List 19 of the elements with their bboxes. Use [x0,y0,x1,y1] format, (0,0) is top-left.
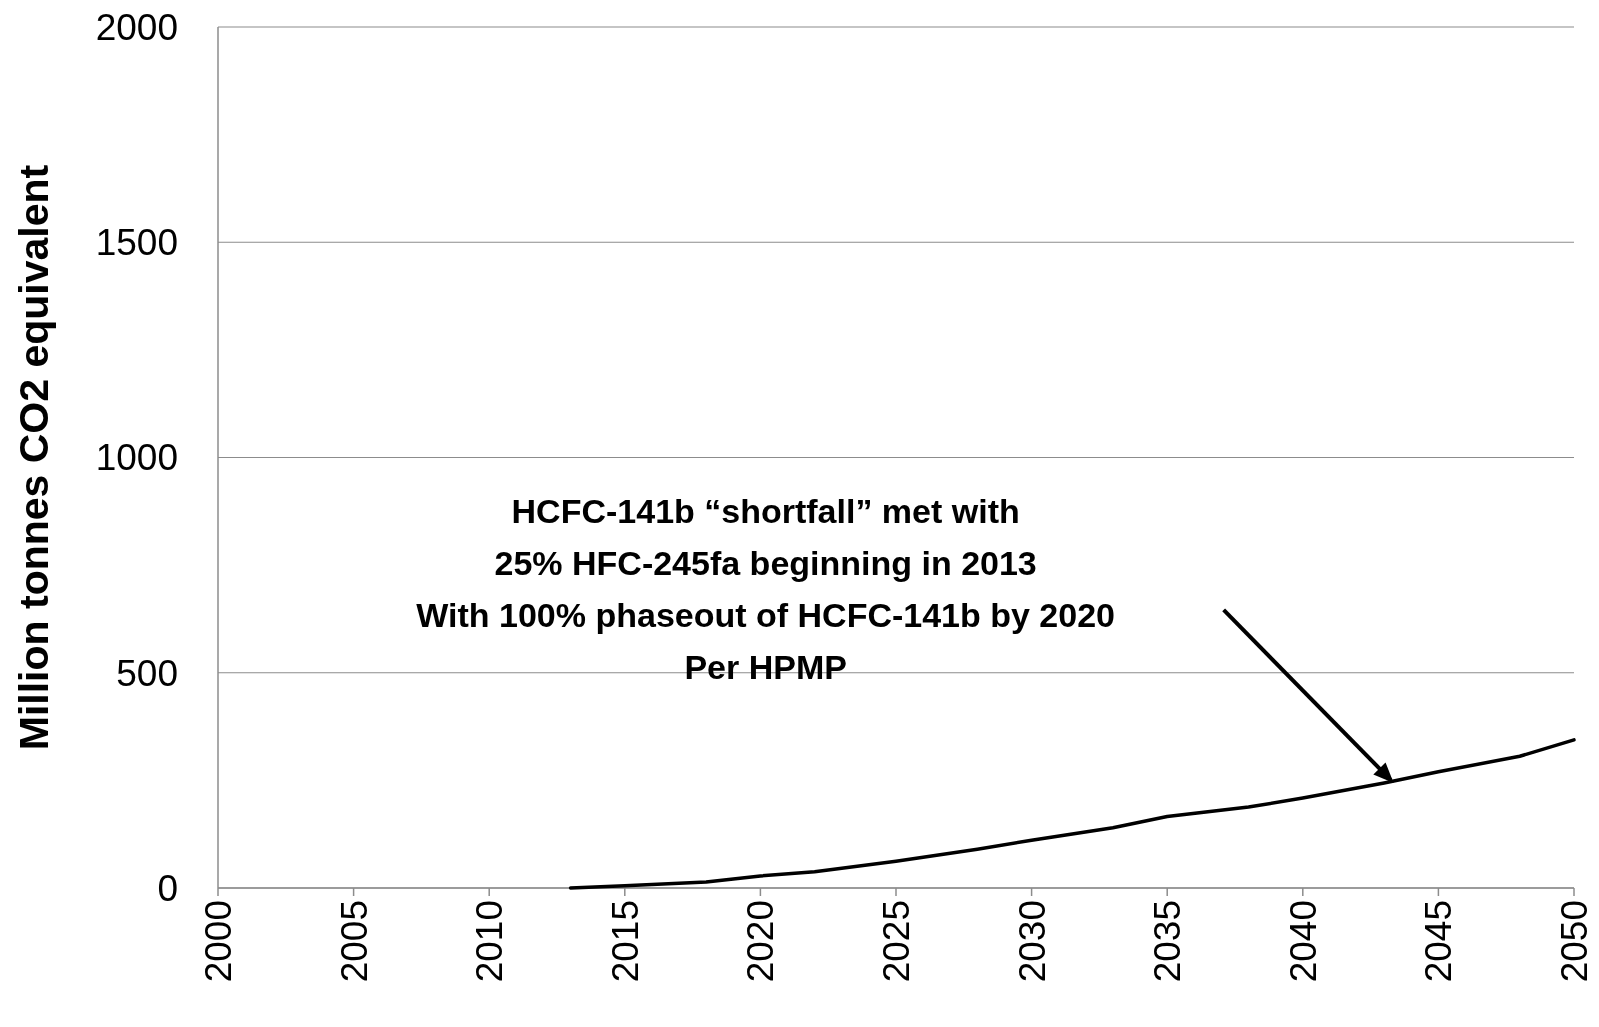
x-tick-label: 2040 [1282,900,1324,983]
x-tick-label: 2050 [1553,900,1595,983]
y-tick-label: 1000 [95,437,178,479]
line-series [568,738,1576,890]
x-tick-label: 2005 [333,900,375,983]
x-tick-label: 2000 [197,900,239,983]
x-tick-label: 2035 [1147,900,1189,983]
x-tick-label: 2015 [604,900,646,983]
y-tick-label: 0 [157,867,178,909]
x-tick-label: 2045 [1418,900,1460,983]
annotation: HCFC-141b “shortfall” met with 25% HFC-245fa beginning in 2013 With 100% phaseout of HCFC-141b by 2020 Per HPMP [416,491,1116,686]
x-tick-label: 2010 [469,900,511,983]
y-tick-label: 1500 [95,222,178,264]
y-axis-title: Million tonnes CO2 equivalent [11,164,57,751]
x-tick-label: 2020 [740,900,782,983]
x-tick-label: 2025 [875,900,917,983]
y-tick-label: 2000 [95,6,178,48]
x-tick-label: 2030 [1011,900,1053,983]
y-tick-label: 500 [116,652,178,694]
